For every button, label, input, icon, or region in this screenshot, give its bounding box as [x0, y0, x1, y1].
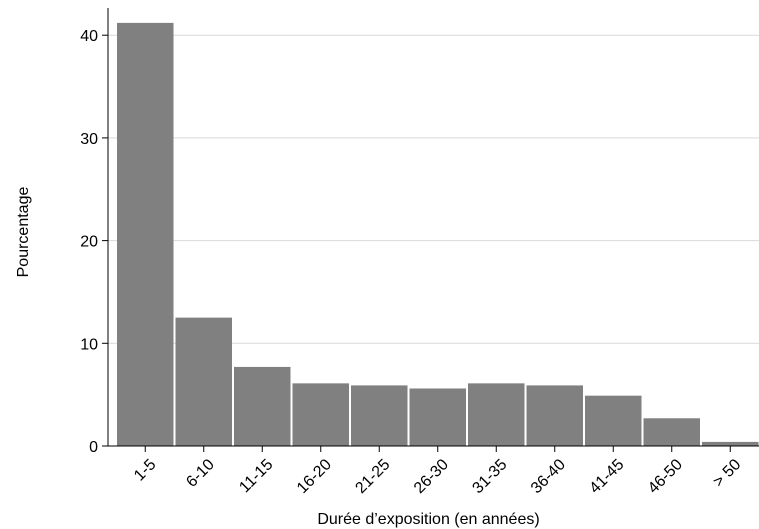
bar-50 — [702, 441, 759, 446]
grid-lines — [108, 34, 759, 344]
bar-26-30 — [409, 388, 466, 446]
y-tick-label: 10 — [80, 336, 98, 353]
bars — [117, 22, 759, 446]
bar-6-10 — [175, 317, 232, 446]
y-tick-label: 20 — [80, 234, 98, 251]
bar-46-50 — [643, 418, 700, 446]
x-ticks: 1-5 6-10 11-15 16-20 21-25 26-30 31-35 36-40 41-… — [131, 446, 745, 497]
x-tick-label: > 50 — [710, 456, 744, 490]
x-tick-label: 41-45 — [586, 456, 627, 497]
axes — [107, 8, 759, 447]
bar-31-35 — [468, 383, 525, 446]
y-tick-label: 0 — [89, 439, 98, 456]
bar-36-40 — [526, 385, 583, 446]
x-tick-label: 1-5 — [131, 456, 159, 484]
bar-16-20 — [292, 383, 349, 446]
x-tick-label: 11-15 — [236, 456, 276, 496]
y-ticks: 0 10 20 30 40 — [80, 28, 108, 456]
bar-41-45 — [585, 395, 642, 446]
y-tick-label: 40 — [80, 28, 98, 45]
bar-11-15 — [234, 366, 291, 446]
x-tick-label: 31-35 — [469, 456, 510, 497]
y-tick-label: 30 — [80, 131, 98, 148]
x-tick-label: 6-10 — [183, 456, 218, 491]
x-tick-label: 36-40 — [528, 456, 569, 497]
x-tick-label: 46-50 — [645, 456, 686, 497]
x-tick-label: 21-25 — [352, 456, 393, 497]
x-axis-title: Durée d’exposition (en années) — [317, 511, 539, 528]
x-tick-label: 16-20 — [294, 456, 335, 497]
x-tick-label: 26-30 — [411, 456, 452, 497]
bar-1-5 — [117, 22, 174, 446]
bar-21-25 — [351, 385, 408, 446]
y-axis-title: Pourcentage — [15, 187, 32, 278]
